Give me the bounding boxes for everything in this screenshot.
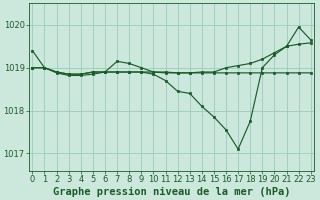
X-axis label: Graphe pression niveau de la mer (hPa): Graphe pression niveau de la mer (hPa) (53, 186, 290, 197)
